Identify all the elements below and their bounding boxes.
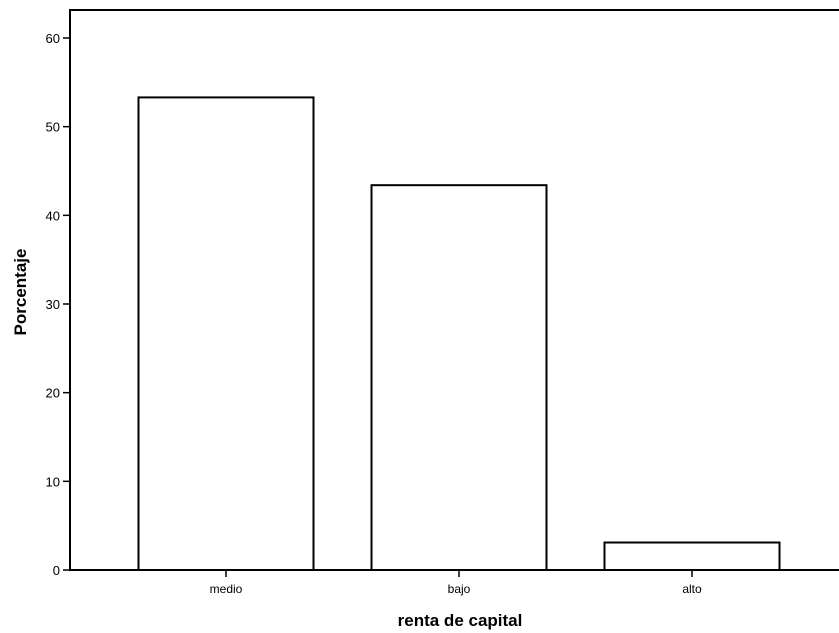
x-tick-label-bajo: bajo xyxy=(448,582,471,596)
x-tick-label-alto: alto xyxy=(682,582,702,596)
bar-alto xyxy=(603,541,781,571)
y-tick-label-0: 0 xyxy=(53,563,60,578)
y-tick-label-4: 40 xyxy=(46,208,60,223)
y-axis-title: Porcentaje xyxy=(11,249,30,336)
y-tick-label-1: 10 xyxy=(46,474,60,489)
y-tick-label-2: 20 xyxy=(46,386,60,401)
x-axis-title: renta de capital xyxy=(398,611,523,630)
y-tick-label-6: 60 xyxy=(46,31,60,46)
bar-bajo xyxy=(370,184,548,571)
x-tick-label-medio: medio xyxy=(210,582,243,596)
y-tick-label-5: 50 xyxy=(46,120,60,135)
plot-area: 0 10 20 30 40 50 60 medio bajo alto xyxy=(46,9,839,596)
y-tick-label-3: 30 xyxy=(46,297,60,312)
bar-medio xyxy=(137,96,315,571)
